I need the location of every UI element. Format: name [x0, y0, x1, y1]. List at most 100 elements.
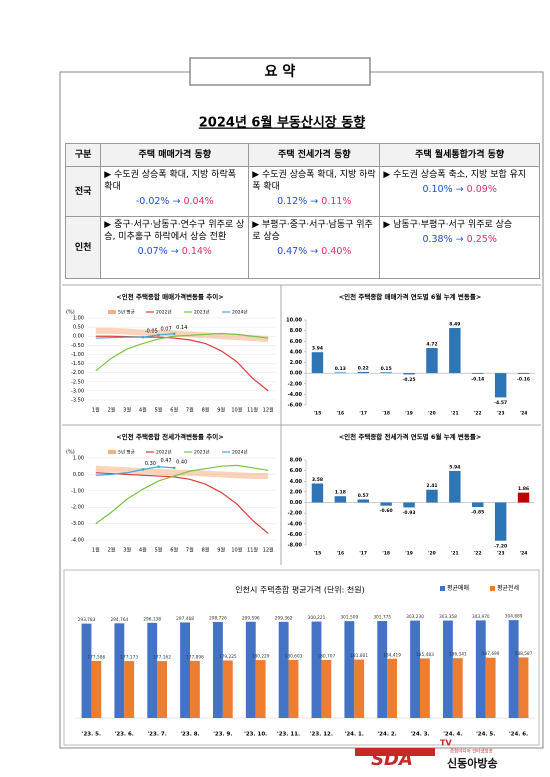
x-tick-label: 11월 — [247, 407, 258, 414]
x-tick-label: 3월 — [123, 547, 131, 554]
bar — [357, 371, 369, 374]
value-label: 303,230 — [406, 614, 424, 620]
value-label: 2.41 — [426, 483, 437, 489]
y-tick-label: -6.00 — [288, 532, 303, 538]
bar — [344, 621, 355, 718]
from: 0.12% — [277, 196, 308, 207]
x-tick-label: 8월 — [202, 407, 210, 414]
x-tick-label: 10월 — [231, 407, 242, 414]
value-label: -7.20 — [494, 543, 507, 549]
cell-text: ▶ 중구·서구·남동구·연수구 위주로 상승, 미추홀구 하락에서 상승 전환 — [104, 220, 245, 242]
point — [141, 335, 145, 339]
bar — [81, 623, 92, 718]
y-tick-label: -1.50 — [71, 361, 84, 367]
value-label: 294,764 — [110, 617, 128, 623]
legend-label: 2024년 — [232, 309, 248, 316]
chart-title: <인천 주택종합 전세가격 연도별 6월 누계 변동률> — [339, 432, 482, 441]
bar — [157, 661, 167, 718]
value-label: 0.47 — [161, 458, 172, 464]
x-tick-label: '16 — [337, 551, 345, 557]
chart-title: <인천 주택종합 매매가격 연도별 6월 누계 변동률> — [339, 292, 482, 301]
x-tick-label: '24. 3. — [410, 732, 429, 738]
arrow: → — [172, 196, 181, 207]
bar — [426, 348, 438, 374]
x-tick-label: '15 — [314, 411, 322, 417]
value-label: 299,596 — [242, 615, 260, 621]
value-label: -0.85 — [471, 510, 484, 516]
bar — [255, 660, 266, 718]
value-label: 177,173 — [120, 655, 138, 661]
series-line — [95, 472, 269, 534]
x-tick-label: '24. 1. — [345, 732, 364, 738]
bar — [472, 502, 484, 508]
legend-label: 평균매매 — [447, 584, 469, 592]
value-label: -0.05 — [145, 329, 158, 335]
x-tick-label: '23 — [497, 411, 505, 417]
point — [172, 466, 176, 470]
legend-label: 2022년 — [156, 309, 172, 316]
logo: SDA — [371, 749, 413, 770]
value-label: 303,970 — [472, 614, 490, 620]
bar — [380, 372, 392, 374]
to: 0.40% — [321, 246, 352, 257]
x-tick-label: '24 — [520, 411, 528, 417]
series-line — [95, 335, 269, 392]
value-label: 188,587 — [515, 651, 533, 657]
y-tick-label: -0.50 — [71, 343, 84, 349]
main-title: 2024년 6월 부동산시장 동향 — [199, 115, 365, 131]
value-label: 4.72 — [426, 342, 437, 348]
arrow: → — [310, 196, 319, 207]
value-label: 179,225 — [219, 654, 237, 660]
y-tick-label: -4.00 — [288, 521, 303, 527]
series-line — [95, 465, 269, 480]
chart-title: <인천 주택종합 전세가격변동률 추이> — [116, 432, 223, 441]
bar — [91, 660, 102, 718]
header-cell: 주택 전세가격 동향 — [248, 143, 381, 167]
x-tick-label: 1월 — [92, 547, 100, 554]
bar — [311, 621, 322, 718]
y-tick-label: 6.00 — [290, 468, 303, 474]
table-row: 인천 ▶ 중구·서구·남동구·연수구 위주로 상승, 미추홀구 하락에서 상승 전… — [64, 216, 540, 279]
bar — [403, 502, 415, 508]
cell-text: ▶ 부평구·중구·서구·남동구 위주로 상승 — [252, 220, 373, 242]
bar — [213, 622, 223, 718]
cell-text: ▶ 수도권 상승폭 확대, 지방 하락폭 확대 — [252, 170, 376, 192]
value-label: 300,221 — [308, 615, 326, 621]
chart-panel — [63, 569, 540, 746]
bar — [485, 657, 496, 718]
y-tick-label: 2.00 — [290, 489, 303, 495]
value-label: -4.57 — [494, 400, 507, 406]
value-label: -0.16 — [517, 376, 530, 382]
bar — [357, 499, 369, 503]
point — [157, 465, 160, 468]
arrow: → — [170, 246, 179, 257]
from: 0.10% — [422, 184, 453, 195]
legend-label: 2023년 — [194, 309, 210, 316]
x-tick-label: 7월 — [186, 547, 194, 554]
y-tick-label: -4.00 — [71, 538, 84, 544]
x-tick-label: 4월 — [139, 407, 147, 414]
x-tick-label: '23. 8. — [180, 732, 199, 738]
value-label: 0.07 — [161, 326, 172, 332]
value-label: 187,699 — [482, 651, 500, 657]
x-tick-label: '23. 9. — [213, 732, 232, 738]
series-line — [95, 466, 175, 476]
from: 0.47% — [277, 246, 308, 257]
y-tick-label: -1.00 — [71, 352, 84, 358]
value-label: 299,362 — [275, 615, 293, 621]
x-tick-label: 2월 — [108, 407, 116, 414]
to: 0.11% — [321, 196, 352, 207]
arrow: → — [455, 234, 464, 245]
value-label: 177,586 — [87, 654, 105, 660]
arrow: → — [455, 184, 464, 195]
value-label: 8.49 — [449, 322, 460, 328]
table-row: 전국 ▶ 수도권 상승폭 확대, 지방 하락폭 확대 -0.02% → 0.04% ▶… — [64, 166, 540, 217]
bar — [190, 660, 200, 718]
value-label: 293,783 — [78, 617, 96, 623]
bar — [114, 623, 125, 718]
x-tick-label: 12월 — [263, 407, 274, 414]
y-tick-label: 1.00 — [73, 316, 84, 322]
x-tick-label: '22 — [474, 551, 482, 557]
value-label: 298,726 — [209, 616, 227, 622]
bar — [452, 658, 463, 718]
